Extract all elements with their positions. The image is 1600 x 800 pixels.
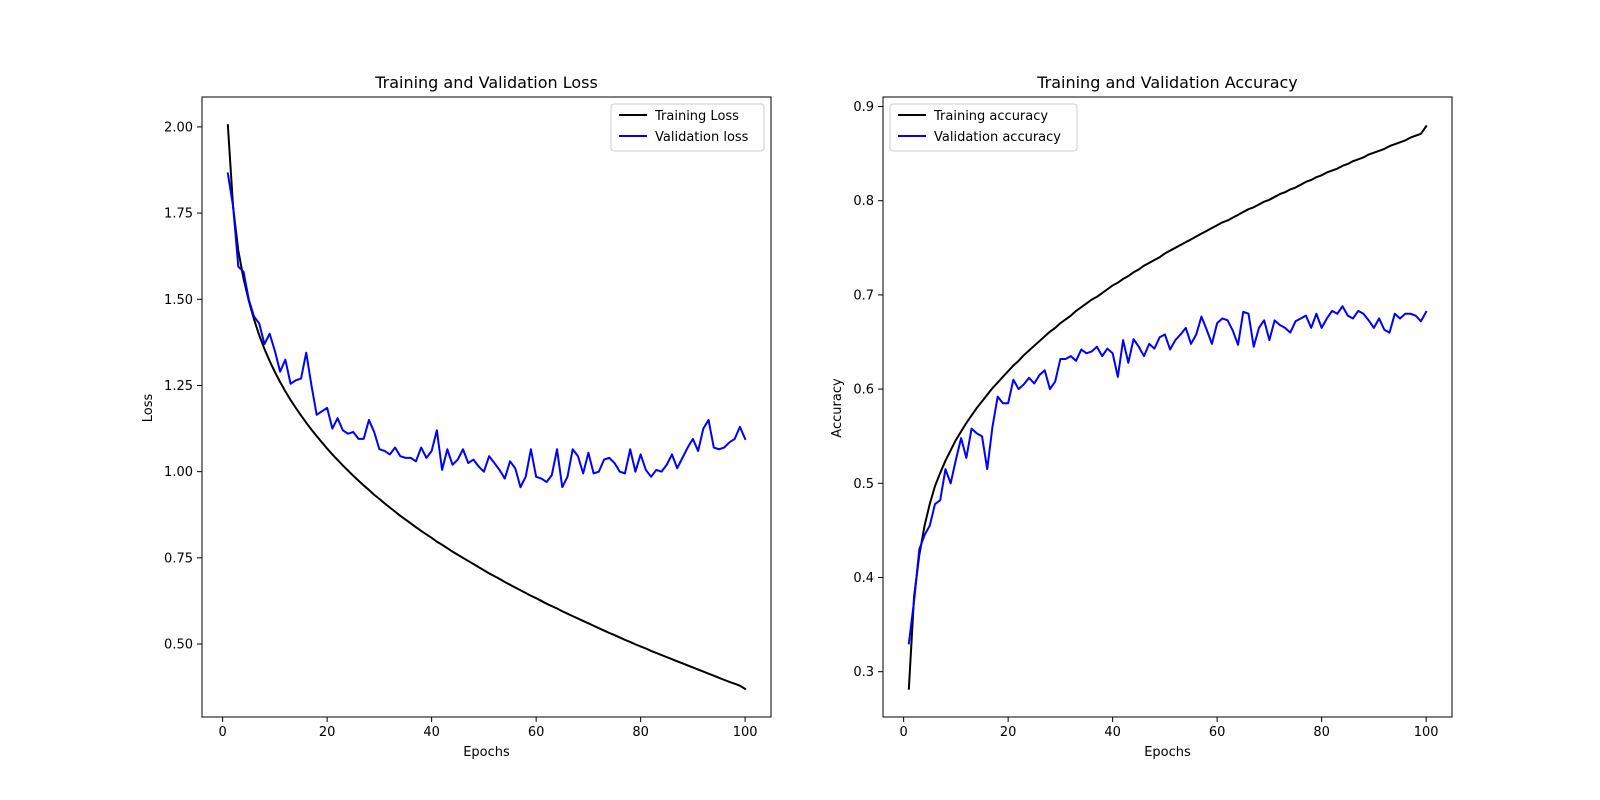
accuracy-chart-ticks: 0 20 40 60 80 100 0.3 0.4 0.5 0.6 0.7 0.8 0.9 [853, 100, 1438, 740]
accuracy-chart-x-tick-label: 80 [1313, 725, 1330, 740]
loss-chart-y-tick-label: 0.50 [164, 638, 193, 653]
loss-chart-legend: Training Loss Validation loss [610, 103, 765, 152]
accuracy-chart-lines [907, 124, 1428, 690]
loss-chart: Training and Validation Loss 0 20 40 60 80 10… [141, 73, 772, 760]
loss-chart-y-tick-label: 1.50 [164, 293, 193, 308]
accuracy-chart-x-tick-label: 0 [899, 725, 907, 740]
accuracy-chart-y-axis-title: Accuracy [830, 378, 845, 438]
loss-chart-legend-label-validation-loss: Validation loss [655, 130, 749, 145]
accuracy-chart-y-tick-label: 0.9 [853, 100, 874, 115]
accuracy-chart-series-training-accuracy [907, 124, 1428, 690]
accuracy-chart: Training and Validation Accuracy 0 20 40 60… [830, 73, 1453, 760]
loss-chart-lines [226, 124, 747, 691]
accuracy-chart-y-tick-label: 0.7 [853, 288, 874, 303]
loss-chart-x-tick-label: 0 [218, 725, 226, 740]
accuracy-chart-y-tick-label: 0.5 [853, 477, 874, 492]
loss-chart-legend-label-training-loss: Training Loss [654, 109, 739, 124]
loss-chart-y-tick-label: 2.00 [164, 120, 193, 135]
accuracy-chart-title: Training and Validation Accuracy [1036, 73, 1298, 92]
loss-chart-x-tick-label: 100 [733, 725, 758, 740]
loss-chart-x-tick-label: 20 [319, 725, 336, 740]
accuracy-chart-x-axis-title: Epochs [1144, 745, 1191, 760]
loss-chart-x-axis-title: Epochs [463, 745, 510, 760]
loss-chart-ticks: 0 20 40 60 80 100 0.50 0.75 1.00 1.25 1.50 1.75 2.00 [164, 120, 758, 740]
loss-chart-y-tick-label: 1.00 [164, 465, 193, 480]
accuracy-chart-x-tick-label: 20 [1000, 725, 1017, 740]
accuracy-chart-y-tick-label: 0.4 [853, 571, 874, 586]
accuracy-chart-frame [882, 96, 1453, 718]
loss-chart-x-tick-label: 40 [423, 725, 440, 740]
loss-chart-series-training-loss [226, 124, 747, 691]
loss-chart-x-tick-label: 60 [528, 725, 545, 740]
accuracy-chart-x-tick-label: 60 [1209, 725, 1226, 740]
accuracy-chart-y-tick-label: 0.6 [853, 383, 874, 398]
accuracy-chart-y-tick-label: 0.3 [853, 665, 874, 680]
accuracy-chart-legend-box [889, 103, 1078, 152]
loss-chart-series-validation-loss [226, 172, 747, 489]
accuracy-chart-x-tick-label: 40 [1104, 725, 1121, 740]
loss-chart-y-axis-title: Loss [141, 394, 156, 423]
accuracy-chart-legend-label-validation-accuracy: Validation accuracy [934, 130, 1061, 145]
loss-chart-frame [201, 96, 772, 718]
accuracy-chart-x-tick-label: 100 [1414, 725, 1439, 740]
loss-chart-legend-box [610, 103, 765, 152]
accuracy-chart-legend-label-training-accuracy: Training accuracy [933, 109, 1048, 124]
accuracy-chart-y-tick-label: 0.8 [853, 194, 874, 209]
loss-chart-y-tick-label: 1.75 [164, 207, 193, 222]
loss-chart-x-tick-label: 80 [632, 725, 649, 740]
loss-chart-y-tick-label: 1.25 [164, 379, 193, 394]
loss-chart-y-tick-label: 0.75 [164, 551, 193, 566]
accuracy-chart-series-validation-accuracy [907, 305, 1428, 645]
accuracy-chart-legend: Training accuracy Validation accuracy [889, 103, 1078, 152]
loss-chart-title: Training and Validation Loss [374, 73, 598, 92]
